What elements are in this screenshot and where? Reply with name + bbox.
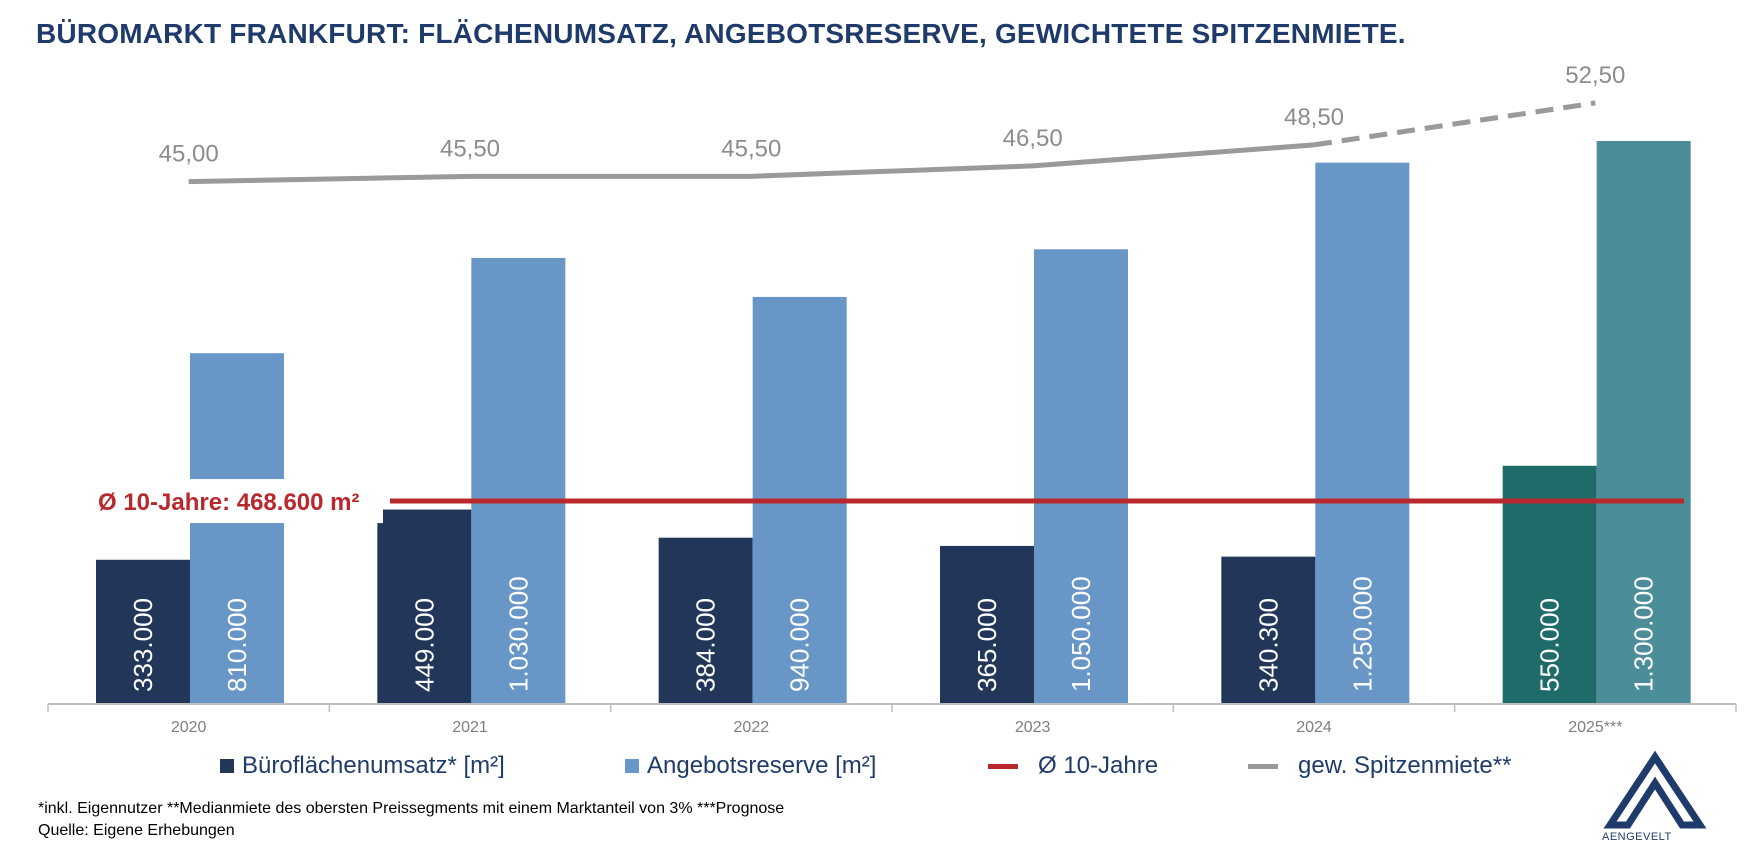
chart-plot: 333.000 810.000 449.000 1.030.000 384.000 940… <box>47 62 1737 736</box>
data-label-umsatz: 365.000 <box>972 598 1002 692</box>
data-label-umsatz: 384.000 <box>691 598 721 692</box>
legend-swatch-reserve <box>625 759 639 773</box>
data-label-reserve: 1.250.000 <box>1347 576 1377 692</box>
bar-reserve-2024 <box>1315 162 1410 705</box>
bar-umsatz-2024 <box>1221 556 1316 704</box>
legend-item-reserve: Angebotsreserve [m²] <box>625 752 876 780</box>
legend-item-avg: Ø 10-Jahre <box>988 752 1158 780</box>
legend-item-umsatz: Büroflächenumsatz* [m²] <box>220 752 505 780</box>
x-tick-label: 2021 <box>452 719 488 736</box>
data-label-umsatz: 333.000 <box>128 598 158 692</box>
bar-reserve-2025 <box>1596 141 1691 704</box>
logo-text: AENGEVELT <box>1602 831 1672 843</box>
legend-swatch-avg <box>988 763 1018 769</box>
data-label-umsatz: 449.000 <box>409 598 439 692</box>
legend-item-rent: gew. Spitzenmiete** <box>1248 752 1511 780</box>
rent-line <box>188 142 1315 185</box>
legend-label-rent: gew. Spitzenmiete** <box>1298 752 1512 779</box>
legend-label-reserve: Angebotsreserve [m²] <box>647 752 877 779</box>
bar-umsatz-2025 <box>1502 465 1597 704</box>
avg-label-bg <box>88 479 383 524</box>
legend-label-umsatz: Büroflächenumsatz* [m²] <box>242 752 505 779</box>
data-label-reserve: 810.000 <box>222 598 252 692</box>
avg-reference-label: Ø 10-Jahre: 468.600 m² <box>98 489 359 516</box>
x-tick-label: 2022 <box>734 719 770 736</box>
bar-umsatz-2021 <box>377 509 472 704</box>
aengevelt-logo <box>1603 750 1707 829</box>
rent-data-label: 46,50 <box>1003 125 1063 152</box>
x-tick-label: 2025*** <box>1568 719 1622 736</box>
rent-data-label: 45,50 <box>721 135 781 162</box>
x-tick-label: 2024 <box>1296 719 1332 736</box>
x-tick-label: 2023 <box>1015 719 1051 736</box>
source-note: Quelle: Eigene Erhebungen <box>38 822 235 839</box>
rent-data-label: 52,50 <box>1565 62 1625 89</box>
rent-data-label: 48,50 <box>1284 104 1344 131</box>
footnote: *inkl. Eigennutzer **Medianmiete des obe… <box>38 800 785 817</box>
rent-data-label: 45,50 <box>440 135 500 162</box>
chart-legend: Büroflächenumsatz* [m²] Angebotsreserve … <box>0 752 1761 782</box>
data-label-reserve: 940.000 <box>785 598 815 692</box>
legend-swatch-umsatz <box>220 759 234 773</box>
bar-umsatz-2022 <box>658 537 753 704</box>
bar-umsatz-2020 <box>96 559 190 704</box>
bar-reserve-2023 <box>1034 249 1128 704</box>
bar-umsatz-2023 <box>940 545 1034 704</box>
chart-title: BÜROMARKT FRANKFURT: FLÄCHENUMSATZ, ANGE… <box>36 18 1406 49</box>
rent-line-forecast <box>1313 100 1596 148</box>
data-label-reserve: 1.050.000 <box>1066 576 1096 692</box>
rent-data-label: 45,00 <box>159 141 219 168</box>
bar-reserve-2021 <box>471 257 566 704</box>
data-label-umsatz: 550.000 <box>1535 598 1565 692</box>
legend-swatch-rent <box>1248 763 1278 769</box>
bar-reserve-2020 <box>190 353 284 704</box>
data-label-reserve: 1.030.000 <box>503 576 533 692</box>
data-label-reserve: 1.300.000 <box>1629 576 1659 692</box>
x-tick-label: 2020 <box>171 719 207 736</box>
data-label-umsatz: 340.300 <box>1253 598 1283 692</box>
legend-label-avg: Ø 10-Jahre <box>1038 752 1159 779</box>
